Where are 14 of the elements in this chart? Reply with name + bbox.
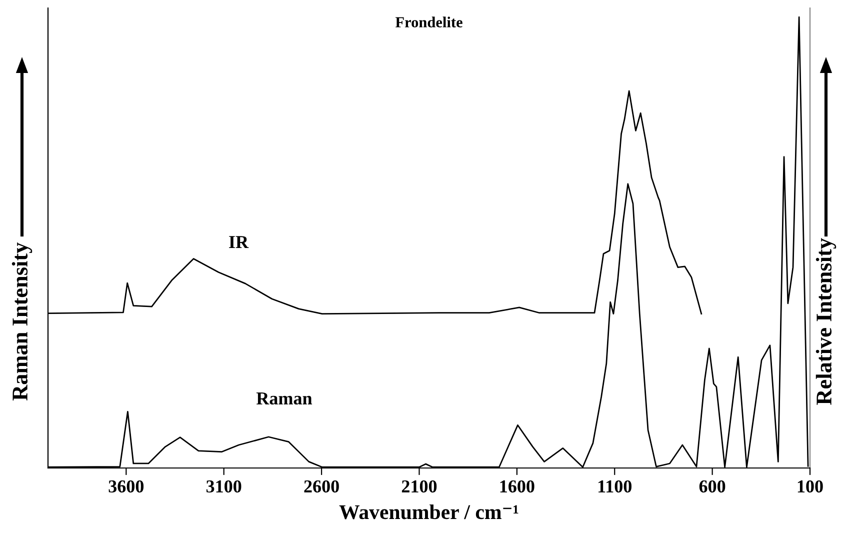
chart-title: Frondelite [395, 16, 462, 28]
x-tick-label: 600 [699, 480, 726, 493]
x-tick-label: 100 [798, 480, 823, 493]
x-axis-title: Wavenumber / cm⁻¹ [339, 504, 518, 520]
series-label: Raman [256, 392, 312, 405]
x-tick-label: 1600 [500, 480, 534, 493]
y-axis-title: Raman Intensity [12, 242, 32, 401]
x-tick-label: 1100 [598, 480, 632, 493]
x-tick-label: 2100 [402, 480, 437, 493]
x-tick-label: 3100 [206, 480, 242, 493]
y2-axis-title: Relative Intensity [816, 238, 836, 405]
x-tick-label: 2600 [304, 480, 339, 493]
x-tick-label: 3600 [108, 480, 144, 493]
series-label: IR [229, 236, 249, 248]
